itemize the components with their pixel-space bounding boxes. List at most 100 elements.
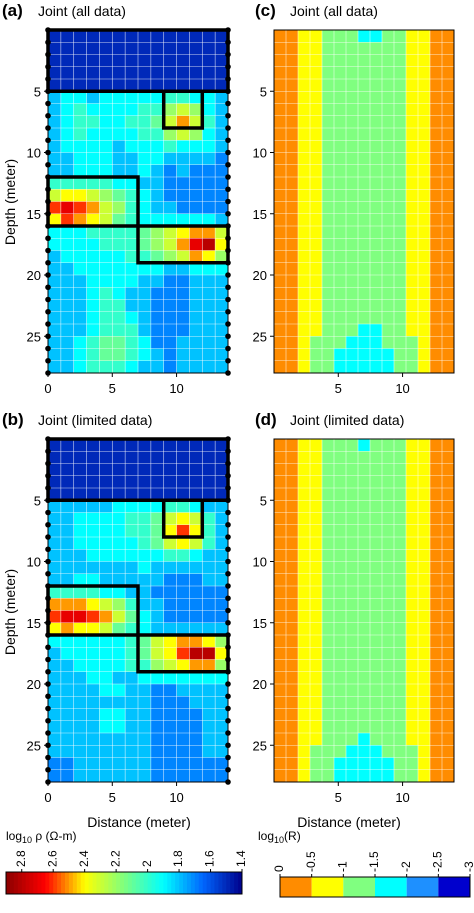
cell bbox=[334, 586, 347, 599]
cell bbox=[310, 177, 323, 190]
cell bbox=[274, 201, 287, 215]
cell bbox=[150, 30, 165, 43]
cell bbox=[346, 66, 359, 80]
cell bbox=[86, 561, 100, 575]
cell bbox=[430, 189, 443, 202]
cell bbox=[406, 238, 419, 251]
cell bbox=[163, 647, 177, 660]
cell bbox=[358, 769, 371, 783]
cell bbox=[358, 348, 371, 362]
cell bbox=[215, 463, 229, 477]
cell bbox=[286, 635, 299, 648]
colorbar-swatch bbox=[143, 872, 148, 894]
cell bbox=[176, 262, 190, 276]
cell bbox=[189, 659, 203, 673]
cell bbox=[382, 610, 395, 624]
cell bbox=[86, 189, 100, 202]
cell bbox=[310, 500, 323, 513]
cell bbox=[442, 238, 455, 251]
cell bbox=[73, 549, 87, 562]
cell bbox=[418, 79, 431, 92]
cell bbox=[382, 189, 395, 202]
cell bbox=[286, 30, 299, 43]
cell bbox=[202, 311, 216, 325]
cell bbox=[406, 360, 419, 374]
electrode-dot bbox=[225, 51, 231, 58]
cell bbox=[358, 610, 371, 624]
cell bbox=[394, 512, 407, 526]
cell bbox=[99, 684, 113, 697]
cell bbox=[334, 275, 347, 288]
cell bbox=[346, 573, 359, 587]
cell bbox=[430, 299, 443, 313]
cell bbox=[298, 336, 311, 349]
cell bbox=[442, 54, 455, 68]
cell bbox=[334, 488, 347, 501]
cell bbox=[202, 164, 216, 178]
cell bbox=[382, 463, 395, 477]
colorbar-swatch bbox=[186, 872, 192, 894]
cell bbox=[418, 573, 431, 587]
cell bbox=[274, 42, 287, 55]
cell bbox=[346, 647, 359, 660]
electrode-dot bbox=[45, 668, 51, 675]
cell bbox=[298, 103, 311, 117]
electrode-dot bbox=[225, 357, 231, 364]
electrode-dot bbox=[45, 27, 51, 33]
cell bbox=[394, 684, 407, 697]
cell bbox=[112, 140, 126, 153]
cell bbox=[274, 769, 287, 783]
cell bbox=[418, 561, 431, 575]
cell bbox=[298, 250, 311, 264]
cell bbox=[73, 451, 87, 464]
cell bbox=[73, 745, 87, 758]
cell bbox=[60, 659, 75, 673]
cell bbox=[163, 573, 177, 587]
cell bbox=[73, 140, 87, 153]
cell bbox=[150, 439, 165, 452]
cell bbox=[215, 708, 229, 722]
cell bbox=[99, 720, 113, 734]
cell bbox=[48, 115, 62, 129]
colorbar-swatch bbox=[190, 872, 196, 894]
cell bbox=[150, 537, 165, 550]
cell bbox=[202, 647, 216, 660]
cell bbox=[322, 475, 335, 489]
cell bbox=[358, 226, 371, 239]
cell bbox=[274, 348, 287, 362]
cell bbox=[382, 635, 395, 648]
cell bbox=[125, 30, 139, 43]
electrode-dot bbox=[45, 730, 51, 736]
cell bbox=[310, 745, 323, 758]
cell bbox=[138, 360, 152, 374]
cell bbox=[150, 54, 165, 68]
electrode-dot bbox=[225, 272, 231, 278]
cell bbox=[418, 708, 431, 722]
cell bbox=[394, 262, 407, 276]
cell bbox=[150, 262, 165, 276]
cell bbox=[60, 647, 75, 660]
colorbar-swatch bbox=[72, 872, 78, 894]
cell bbox=[430, 360, 443, 374]
cell bbox=[150, 115, 165, 129]
cell bbox=[73, 659, 87, 673]
cell bbox=[99, 238, 113, 251]
cell bbox=[310, 671, 323, 685]
cell bbox=[346, 635, 359, 648]
cell bbox=[382, 128, 395, 141]
cell bbox=[150, 250, 165, 264]
cell bbox=[163, 586, 177, 599]
cell bbox=[125, 336, 139, 349]
cell bbox=[382, 573, 395, 587]
cell bbox=[73, 463, 87, 477]
cell bbox=[394, 757, 407, 771]
cell bbox=[442, 30, 455, 43]
colorbar-swatch bbox=[151, 872, 156, 894]
cell bbox=[138, 451, 152, 464]
cell bbox=[334, 696, 347, 709]
cell bbox=[298, 311, 311, 325]
cell bbox=[418, 324, 431, 337]
cell bbox=[163, 610, 177, 624]
cell bbox=[150, 275, 165, 288]
cell bbox=[346, 140, 359, 153]
